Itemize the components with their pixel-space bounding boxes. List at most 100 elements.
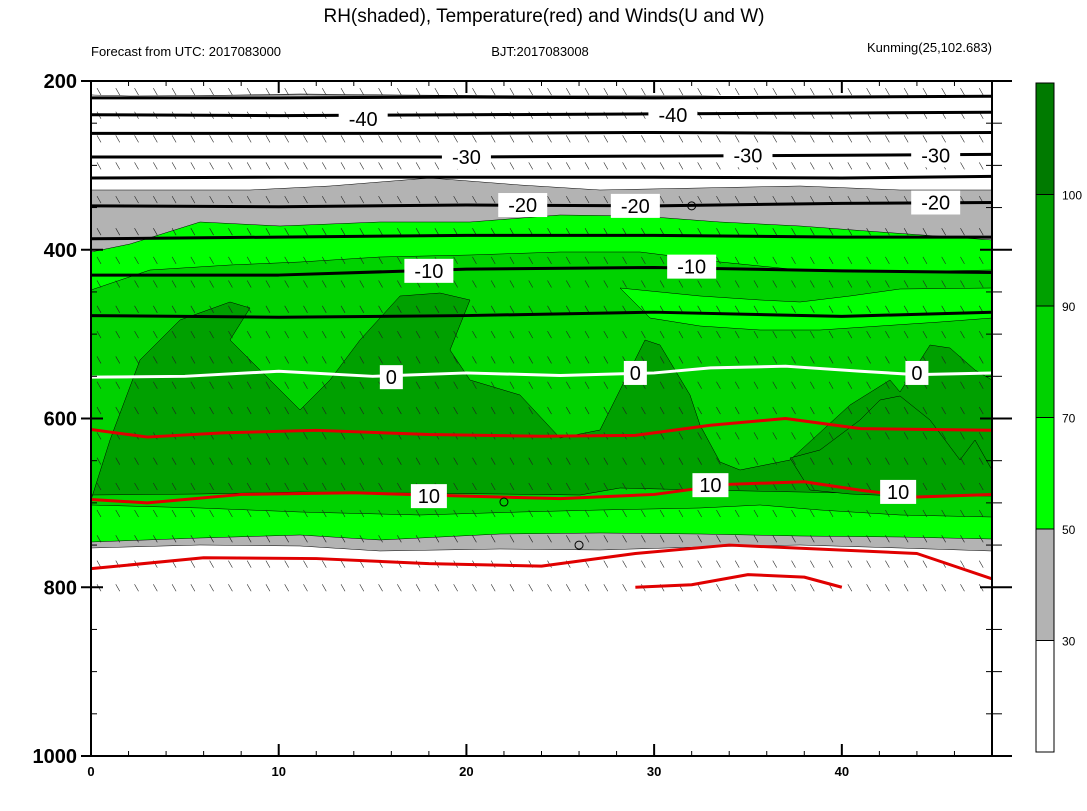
wind-barb [716,87,721,96]
wind-barb [772,195,778,204]
wind-barb [659,280,665,288]
wind-barb [209,482,214,491]
wind-barb [453,381,458,389]
wind-barb [866,256,871,265]
contour-label-bg [911,190,961,215]
wind-barb [584,482,590,491]
wind-barb [303,135,308,143]
wind-barb [828,432,834,440]
wind-barb [96,381,102,389]
wind-barb [340,584,346,592]
wind-barb [115,195,121,204]
wind-barb [978,228,984,236]
wind-barb [434,535,440,543]
wind-barb [810,330,815,339]
wind-barb [246,87,252,96]
wind-barb [265,195,271,204]
wind-barb [903,509,909,518]
wind-barb [903,432,909,440]
wind-barb [697,356,702,364]
wind-barb [528,280,533,288]
wind-barb [641,135,646,143]
wind-barb [772,256,778,265]
wind-barb [490,195,496,204]
wind-barb [603,135,609,143]
wind-barb [284,482,289,491]
wind-barb [303,228,308,236]
wind-barb [847,135,853,143]
wind-barb [171,305,177,313]
wind-barb [697,560,702,568]
x-tick-label: 30 [647,764,661,779]
wind-barb [340,432,346,440]
wind-barb [434,162,440,170]
contour-label-cold: -40 [349,109,378,131]
wind-barb [941,256,946,265]
wind-barb [828,356,834,364]
wind-barb [490,381,496,389]
colorbar-swatch [1035,82,1055,195]
wind-barb [321,381,327,389]
wind-barb [378,482,383,491]
wind-barb [885,381,890,389]
wind-barb [641,256,646,265]
wind-barb [678,560,684,568]
wind-barb [941,280,946,288]
wind-barb [903,381,909,389]
wind-barb [115,305,121,313]
wind-barb [284,162,289,170]
contour-label-bg [648,102,698,127]
wind-barb [115,406,121,415]
wind-barb [716,381,721,389]
wind-barb [622,584,627,592]
wind-barb [490,535,496,543]
wind-barb [753,305,759,313]
isotherm-cold [91,94,992,100]
wind-barb [284,381,289,389]
wind-barb [190,356,196,364]
wind-barb [866,305,871,313]
wind-barb [209,330,214,339]
wind-barb [697,509,702,518]
wind-barb [828,535,834,543]
wind-barb [978,280,984,288]
wind-barb [321,584,327,592]
wind-barb [434,87,440,96]
wind-barb [941,406,946,415]
wind-barb [734,356,740,364]
wind-barb [434,228,440,236]
wind-barb [153,305,158,313]
wind-barb [885,509,890,518]
wind-barb [265,162,271,170]
wind-barb [303,256,308,265]
wind-barb [941,381,946,389]
wind-barb [734,457,740,465]
wind-barb [340,535,346,543]
wind-barb [791,584,796,592]
wind-barb [209,195,214,204]
wind-barb [340,135,346,143]
wind-barb [528,482,533,491]
wind-barb [903,584,909,592]
wind-barb [453,280,458,288]
wind-barb [903,305,909,313]
wind-barb [209,509,214,518]
wind-barb [885,560,890,568]
wind-barb [490,135,496,143]
wind-barb [678,87,684,96]
wind-barb [547,195,552,204]
wind-barb [810,584,815,592]
contour-label-bg [404,258,454,283]
wind-barb [415,535,421,543]
wind-barb [397,280,402,288]
wind-barb [209,280,214,288]
wind-barb [490,280,496,288]
wind-barb [284,280,289,288]
contour-label-cold: -30 [734,145,763,167]
wind-barb [584,584,590,592]
wind-barb [641,560,646,568]
wind-barb [509,584,515,592]
wind-barb [753,280,759,288]
wind-barb [228,280,233,288]
wind-barb [659,432,665,440]
